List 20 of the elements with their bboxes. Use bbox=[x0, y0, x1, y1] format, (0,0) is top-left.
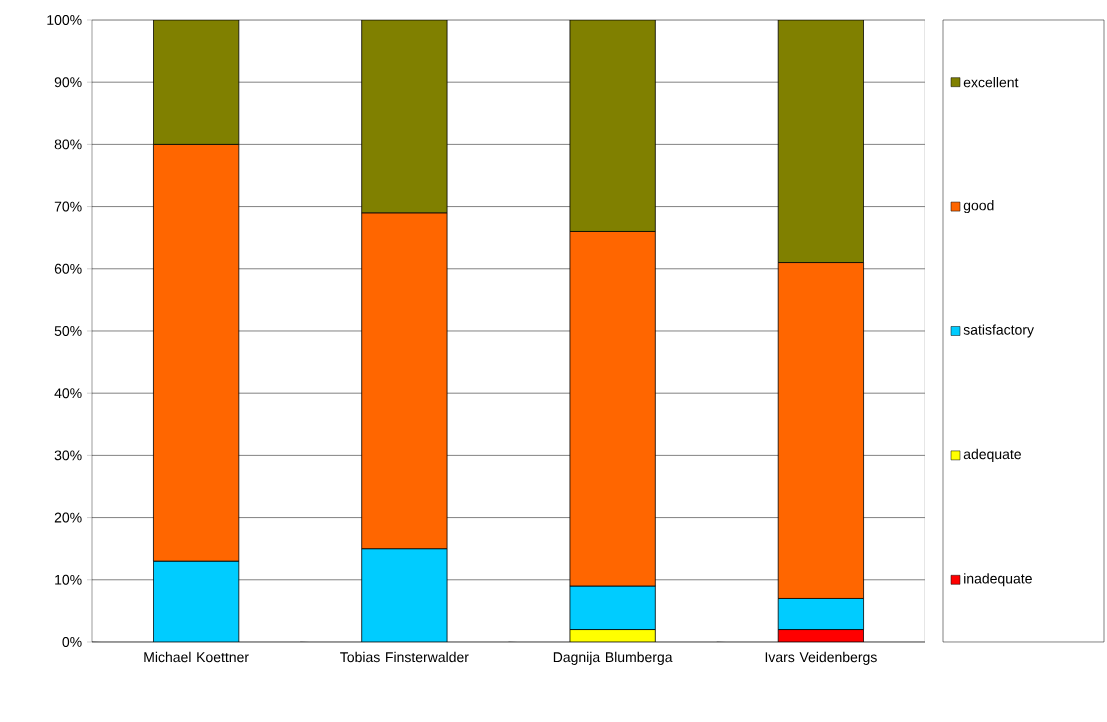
y-tick-label: 0% bbox=[62, 637, 82, 647]
y-tick-label: 70% bbox=[54, 201, 82, 212]
y-tick-label: 90% bbox=[54, 77, 82, 88]
y-tick-label: 100% bbox=[47, 15, 82, 25]
x-tick-label: Michael Koettner bbox=[144, 651, 249, 663]
y-tick-label: 80% bbox=[54, 139, 82, 150]
y-tick-label: 20% bbox=[54, 512, 82, 523]
y-tick-label: 60% bbox=[54, 263, 82, 274]
x-tick-label: Ivars Veidenbergs bbox=[765, 651, 877, 665]
y-tick-label: 50% bbox=[54, 326, 82, 336]
y-tick-label: 40% bbox=[54, 388, 82, 399]
legend-label: satisfactory bbox=[963, 324, 1034, 338]
x-tick-label: Tobias Finsterwalder bbox=[340, 651, 469, 663]
legend-label: adequate bbox=[963, 448, 1021, 462]
x-tick-label: Dagnija Blumberga bbox=[553, 651, 673, 665]
y-tick-label: 10% bbox=[55, 574, 82, 585]
legend-label: inadequate bbox=[964, 573, 1032, 587]
y-tick-label: 30% bbox=[54, 450, 82, 461]
legend-label: good bbox=[963, 200, 994, 214]
legend-label: excellent bbox=[963, 77, 1019, 88]
